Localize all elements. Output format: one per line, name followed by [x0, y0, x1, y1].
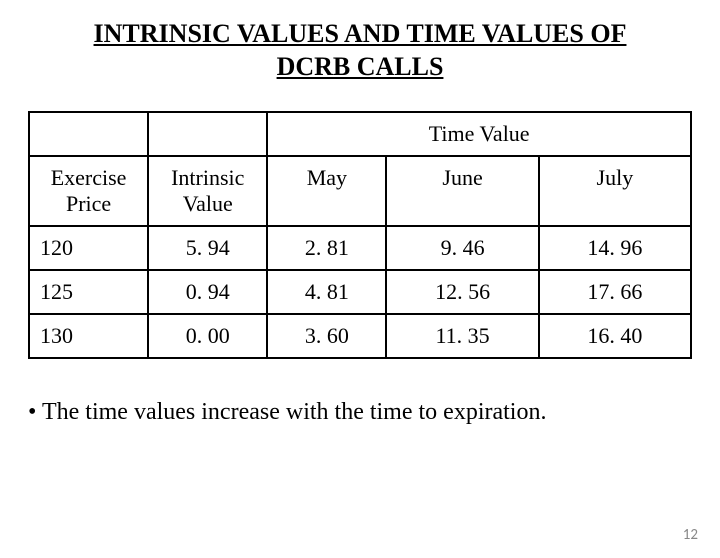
- col-header-exercise-price: Exercise Price: [29, 156, 148, 226]
- bullet-text: The time values increase with the time t…: [42, 399, 547, 425]
- cell-june: 9. 46: [386, 226, 538, 270]
- col-header-july: July: [539, 156, 691, 226]
- cell-intrinsic-value: 0. 94: [148, 270, 267, 314]
- table-container: Time Value Exercise Price Intrinsic Valu…: [28, 111, 692, 359]
- col-header-may: May: [267, 156, 386, 226]
- cell-exercise-price: 130: [29, 314, 148, 358]
- cell-may: 4. 81: [267, 270, 386, 314]
- table-row: Exercise Price Intrinsic Value May June …: [29, 156, 691, 226]
- empty-cell: [148, 112, 267, 156]
- cell-june: 12. 56: [386, 270, 538, 314]
- col-header-june: June: [386, 156, 538, 226]
- cell-june: 11. 35: [386, 314, 538, 358]
- cell-intrinsic-value: 5. 94: [148, 226, 267, 270]
- table-row: 120 5. 94 2. 81 9. 46 14. 96: [29, 226, 691, 270]
- cell-may: 3. 60: [267, 314, 386, 358]
- cell-july: 16. 40: [539, 314, 691, 358]
- empty-cell: [29, 112, 148, 156]
- title-line-2: DCRB CALLS: [277, 52, 444, 81]
- col-header-intrinsic-value: Intrinsic Value: [148, 156, 267, 226]
- bullet-note: • The time values increase with the time…: [28, 399, 692, 426]
- cell-exercise-price: 125: [29, 270, 148, 314]
- slide-title: INTRINSIC VALUES AND TIME VALUES OF DCRB…: [0, 18, 720, 83]
- table-row: 130 0. 00 3. 60 11. 35 16. 40: [29, 314, 691, 358]
- cell-exercise-price: 120: [29, 226, 148, 270]
- page-number: 12: [683, 526, 698, 544]
- cell-may: 2. 81: [267, 226, 386, 270]
- title-line-1: INTRINSIC VALUES AND TIME VALUES OF: [94, 19, 627, 48]
- cell-july: 17. 66: [539, 270, 691, 314]
- cell-intrinsic-value: 0. 00: [148, 314, 267, 358]
- table-row: 125 0. 94 4. 81 12. 56 17. 66: [29, 270, 691, 314]
- table-row: Time Value: [29, 112, 691, 156]
- values-table: Time Value Exercise Price Intrinsic Valu…: [28, 111, 692, 359]
- group-header-time-value: Time Value: [267, 112, 691, 156]
- cell-july: 14. 96: [539, 226, 691, 270]
